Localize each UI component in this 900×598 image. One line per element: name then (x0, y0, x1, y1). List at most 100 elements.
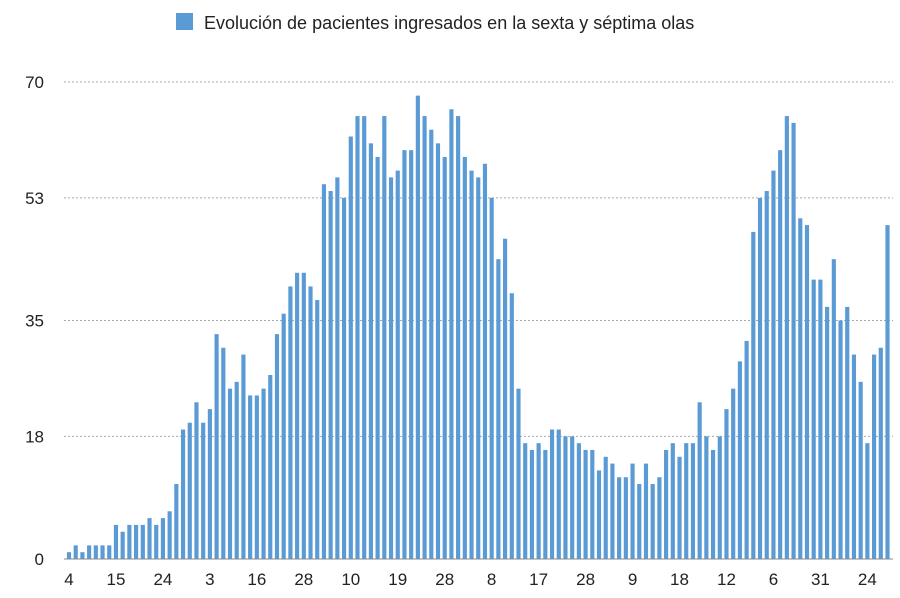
bar (442, 156, 447, 559)
bar (576, 443, 581, 559)
bar (563, 436, 568, 559)
bar (368, 143, 373, 559)
bar (549, 429, 555, 559)
x-tick-label: 17 (529, 570, 548, 589)
bar (630, 463, 635, 559)
bar (865, 443, 870, 559)
x-tick-label: 18 (670, 570, 689, 589)
bar (697, 402, 702, 559)
bar (690, 443, 696, 559)
bar (677, 456, 682, 559)
bar (717, 436, 722, 559)
bar (744, 340, 749, 559)
bar (482, 163, 488, 559)
bar (321, 184, 327, 559)
bar (684, 443, 689, 559)
bar (429, 129, 434, 559)
bar (160, 518, 166, 559)
bar (818, 279, 823, 559)
bar (664, 449, 669, 559)
bar (811, 279, 816, 559)
x-tick-label: 31 (811, 570, 830, 589)
bar (80, 552, 85, 559)
bar (207, 409, 212, 559)
bar (254, 395, 259, 559)
x-tick-label: 15 (106, 570, 125, 589)
bar (878, 347, 883, 559)
bar (120, 531, 125, 559)
bar (154, 524, 159, 559)
bar (872, 354, 877, 559)
bar (885, 225, 890, 559)
bar (268, 375, 273, 559)
bar (127, 524, 132, 559)
bar (724, 409, 729, 559)
bar (496, 259, 501, 559)
x-tick-label: 10 (341, 570, 360, 589)
bar (710, 449, 716, 559)
bar (409, 150, 414, 559)
bar (187, 422, 192, 559)
bar (73, 545, 78, 559)
bar (778, 150, 783, 559)
x-tick-label: 3 (205, 570, 214, 589)
y-tick-label: 70 (25, 73, 44, 92)
bar (737, 361, 742, 559)
bar (274, 334, 280, 559)
bar (489, 197, 494, 559)
bar (469, 170, 474, 559)
y-tick-label: 35 (25, 312, 44, 331)
x-tick-label: 24 (858, 570, 877, 589)
x-tick-label: 19 (388, 570, 407, 589)
bar (113, 524, 119, 559)
x-tick-label: 28 (576, 570, 595, 589)
bar (261, 388, 266, 559)
bar (248, 395, 253, 559)
bar (643, 463, 649, 559)
x-tick-label: 28 (294, 570, 313, 589)
bar (241, 354, 246, 559)
bar (583, 449, 588, 559)
bar (536, 443, 541, 559)
bar (791, 122, 796, 559)
bar (362, 116, 367, 559)
bar (516, 388, 521, 559)
legend: Evolución de pacientes ingresados en la … (176, 13, 694, 33)
bar (295, 272, 300, 559)
bar (382, 116, 387, 559)
bar (335, 177, 340, 559)
bar (415, 95, 420, 559)
bar (402, 150, 407, 559)
x-tick-label: 28 (435, 570, 454, 589)
bar (838, 320, 843, 559)
bar (751, 231, 756, 559)
x-tick-label: 24 (153, 570, 172, 589)
bar (315, 300, 320, 559)
bar (93, 545, 98, 559)
bar (764, 191, 769, 559)
legend-label: Evolución de pacientes ingresados en la … (204, 13, 694, 33)
bar (328, 191, 333, 559)
bar (308, 286, 313, 559)
x-tick-label: 9 (628, 570, 637, 589)
bar (670, 443, 675, 559)
bar (107, 545, 112, 559)
bar (503, 238, 508, 560)
bar (449, 109, 454, 559)
bar (147, 518, 152, 559)
bar (731, 388, 736, 559)
bar (227, 388, 233, 559)
y-tick-label: 18 (25, 427, 44, 446)
bar (617, 477, 622, 559)
bar (180, 429, 186, 559)
y-tick-label: 53 (25, 189, 44, 208)
bar (134, 524, 139, 559)
y-tick-label: 0 (35, 550, 44, 569)
bar (301, 272, 306, 559)
y-axis-tick-labels: 0 18 35 53 70 (25, 73, 44, 569)
bar (100, 545, 105, 559)
bar (523, 443, 528, 559)
x-axis-tick-labels: 4 15 24 3 16 28 10 19 28 8 17 28 9 18 12 6 31 24 (64, 570, 877, 589)
legend-swatch (176, 13, 193, 30)
